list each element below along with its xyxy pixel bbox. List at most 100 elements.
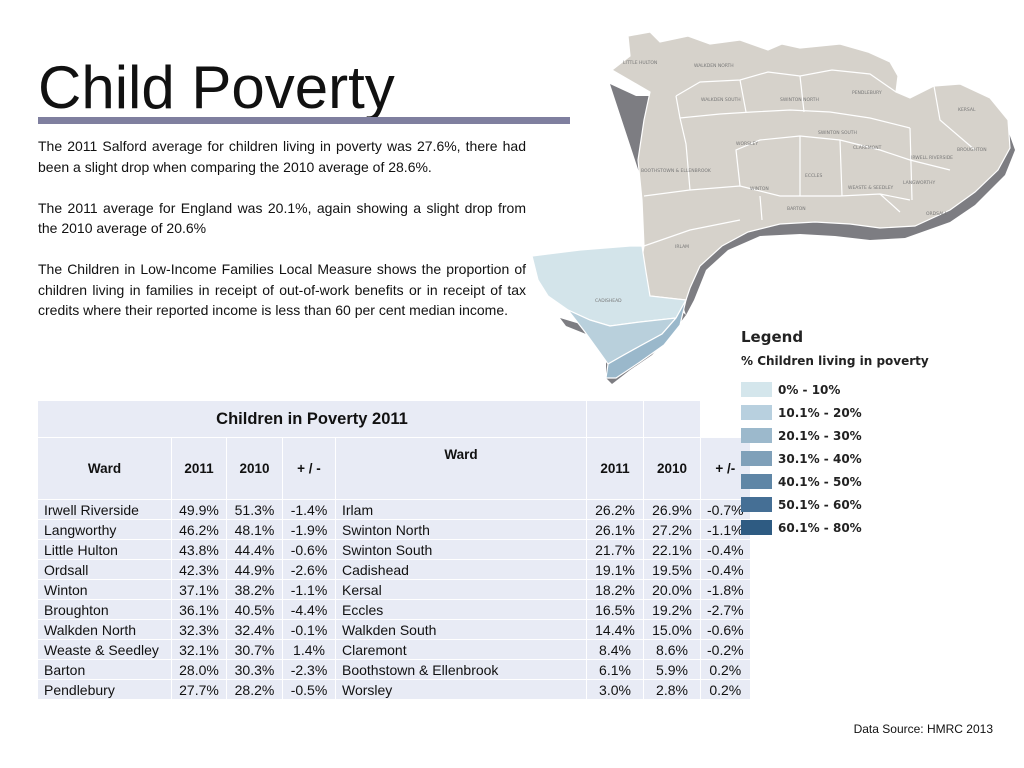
page-title: Child Poverty (38, 54, 395, 121)
value-cell: -2.6% (283, 560, 335, 579)
ward-label: LANGWORTHY (903, 180, 935, 186)
ward-label: BARTON (787, 206, 806, 212)
table-row: Barton 28.0% 30.3% -2.3% Boothstown & Ellenb… (38, 660, 750, 679)
ward-label: BROUGHTON (957, 147, 987, 153)
legend-item-label: 20.1% - 30% (778, 428, 862, 443)
value-cell: 27.2% (644, 520, 700, 539)
intro-paragraph-salford: The 2011 Salford average for children li… (38, 138, 526, 175)
value-cell: 8.6% (644, 640, 700, 659)
value-cell: 26.2% (587, 500, 643, 519)
ward-label: WORSLEY (736, 141, 758, 147)
ward-name-cell: Irwell Riverside (38, 500, 171, 519)
ward-boundaries (643, 69, 976, 247)
value-cell: 26.1% (587, 520, 643, 539)
value-cell: -4.4% (283, 600, 335, 619)
table-row: Walkden North 32.3% 32.4% -0.1% Walkden Sout… (38, 620, 750, 639)
value-cell: 14.4% (587, 620, 643, 639)
legend-subtitle: % Children living in poverty (741, 354, 929, 368)
header-2010-left: 2010 (227, 438, 282, 499)
header-2011-left: 2011 (172, 438, 226, 499)
map-land-main (610, 31, 1011, 301)
value-cell: -1.8% (701, 580, 750, 599)
ward-name-cell: Ordsall (38, 560, 171, 579)
ward-name-cell: Claremont (336, 640, 586, 659)
ward-label: CLAREMONT (853, 145, 882, 151)
value-cell: -2.7% (701, 600, 750, 619)
value-cell: 44.9% (227, 560, 282, 579)
value-cell: 16.5% (587, 600, 643, 619)
legend-item-label: 60.1% - 80% (778, 520, 862, 535)
value-cell: -0.6% (283, 540, 335, 559)
ward-label: BOOTHSTOWN & ELLENBROOK (641, 168, 712, 174)
value-cell: 46.2% (172, 520, 226, 539)
value-cell: -0.7% (701, 500, 750, 519)
value-cell: 36.1% (172, 600, 226, 619)
value-cell: -0.4% (701, 540, 750, 559)
header-change-right: + /- (701, 438, 750, 499)
value-cell: 3.0% (587, 680, 643, 699)
value-cell: 49.9% (172, 500, 226, 519)
ward-label: WEASTE & SEEDLEY (848, 185, 894, 191)
value-cell: 19.2% (644, 600, 700, 619)
legend-swatch (741, 382, 772, 397)
ward-boundary (675, 69, 897, 97)
ward-name-cell: Boothstown & Ellenbrook (336, 660, 586, 679)
table-caption-blank-cell (644, 401, 700, 437)
ward-label: LITTLE HULTON (623, 60, 657, 66)
salford-ward-map: LITTLE HULTON WALKDEN NORTH PENDLEBURY W… (531, 31, 1015, 384)
table-row: Pendlebury 27.7% 28.2% -0.5% Worsley 3.0% 2.8%… (38, 680, 750, 699)
legend-swatch (741, 520, 772, 535)
legend-item: 30.1% - 40% (741, 447, 929, 470)
ward-label: SWINTON NORTH (780, 97, 819, 103)
legend-item-label: 0% - 10% (778, 382, 841, 397)
ward-name-cell: Winton (38, 580, 171, 599)
value-cell: -1.1% (283, 580, 335, 599)
value-cell: 8.4% (587, 640, 643, 659)
value-cell: -0.5% (283, 680, 335, 699)
value-cell: 48.1% (227, 520, 282, 539)
header-ward-left: Ward (38, 438, 171, 499)
value-cell: -0.4% (701, 560, 750, 579)
value-cell: 2.8% (644, 680, 700, 699)
value-cell: 28.0% (172, 660, 226, 679)
value-cell: 27.7% (172, 680, 226, 699)
ward-name-cell: Langworthy (38, 520, 171, 539)
intro-text: The 2011 Salford average for children li… (38, 136, 526, 341)
ward-label: IRLAM (675, 244, 689, 250)
poverty-table: Children in Poverty 2011 Ward 2011 2010 … (37, 400, 751, 700)
value-cell: 21.7% (587, 540, 643, 559)
value-cell: 43.8% (172, 540, 226, 559)
legend-item-label: 30.1% - 40% (778, 451, 862, 466)
map-legend: Legend % Children living in poverty 0% -… (741, 328, 929, 539)
value-cell: 30.7% (227, 640, 282, 659)
legend-item: 10.1% - 20% (741, 401, 929, 424)
ward-name-cell: Irlam (336, 500, 586, 519)
value-cell: 19.5% (644, 560, 700, 579)
value-cell: 6.1% (587, 660, 643, 679)
ward-label: WALKDEN SOUTH (701, 97, 741, 103)
table-row: Weaste & Seedley 32.1% 30.7% 1.4% Claremont 8… (38, 640, 750, 659)
legend-items: 0% - 10% 10.1% - 20% 20.1% - 30% 30.1% - 40… (741, 378, 929, 539)
value-cell: 15.0% (644, 620, 700, 639)
value-cell: 26.9% (644, 500, 700, 519)
legend-title: Legend (741, 328, 804, 346)
ward-label: ECCLES (805, 173, 822, 179)
legend-swatch (741, 497, 772, 512)
header-2010-right: 2010 (644, 438, 700, 499)
ward-name-cell: Little Hulton (38, 540, 171, 559)
legend-item: 40.1% - 50% (741, 470, 929, 493)
value-cell: 5.9% (644, 660, 700, 679)
ward-boundary (643, 75, 805, 197)
ward-label: IRWELL RIVERSIDE (911, 155, 953, 161)
ward-label: PENDLEBURY (852, 90, 882, 96)
header-change-left: + / - (283, 438, 335, 499)
legend-item: 50.1% - 60% (741, 493, 929, 516)
value-cell: 37.1% (172, 580, 226, 599)
title-underline (38, 117, 570, 124)
value-cell: 32.4% (227, 620, 282, 639)
value-cell: 32.3% (172, 620, 226, 639)
value-cell: -1.9% (283, 520, 335, 539)
value-cell: 44.4% (227, 540, 282, 559)
ward-boundary (799, 85, 976, 201)
ward-boundary (689, 185, 911, 201)
